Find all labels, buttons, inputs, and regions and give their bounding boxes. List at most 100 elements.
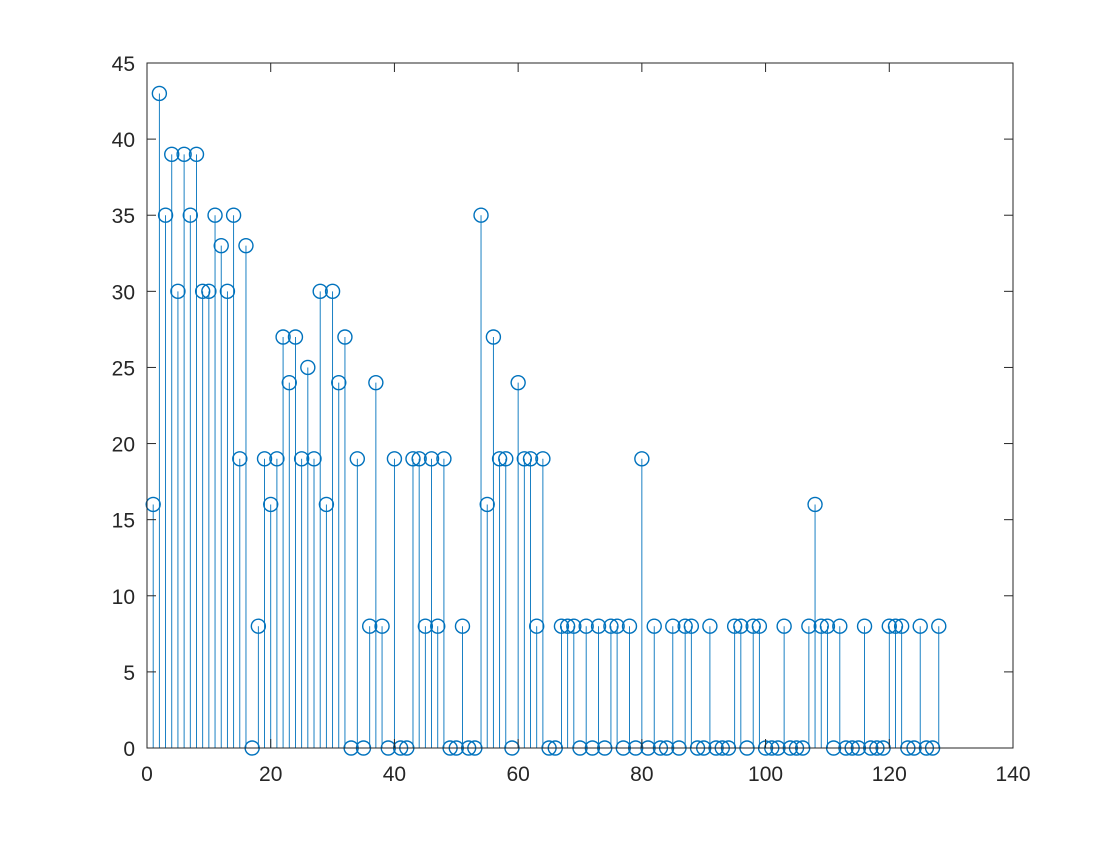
stem-marker — [331, 374, 347, 391]
stem-marker — [194, 283, 211, 300]
y-tick-label: 45 — [112, 53, 135, 76]
stem-marker — [145, 496, 161, 513]
stem-marker — [566, 618, 582, 634]
stem-marker — [807, 496, 823, 513]
y-tick-label: 0 — [123, 738, 135, 761]
stem-marker — [646, 618, 662, 634]
y-tick-label: 25 — [112, 357, 135, 380]
stem-marker — [819, 618, 836, 634]
stem-marker — [516, 451, 533, 467]
axes-box — [146, 62, 1014, 749]
x-tick-label: 60 — [506, 763, 529, 786]
stem-marker — [405, 451, 421, 467]
stem-marker — [473, 207, 489, 223]
stem-marker — [225, 207, 242, 223]
stem-marker — [430, 618, 446, 634]
stem-marker — [349, 451, 366, 467]
y-tick-label: 20 — [112, 434, 135, 457]
stem-marker — [232, 451, 248, 467]
stem-marker — [609, 618, 625, 634]
stem-marker — [269, 451, 285, 467]
stem-marker — [590, 618, 607, 634]
stem-marker — [275, 329, 291, 345]
y-tick-label: 10 — [112, 586, 135, 609]
stem-marker — [881, 618, 897, 634]
x-tick-label: 140 — [995, 763, 1030, 786]
stem-marker — [931, 618, 947, 634]
stem-marker — [813, 618, 829, 634]
stem-marker — [485, 329, 502, 345]
stem-marker — [423, 451, 440, 467]
stem-marker — [529, 618, 545, 634]
stem-marker — [306, 451, 322, 467]
stem-marker — [361, 618, 378, 634]
stem-marker — [411, 451, 427, 467]
stem-marker — [436, 451, 452, 467]
y-tick-label: 15 — [112, 510, 135, 533]
stem-marker — [337, 329, 353, 345]
stem-marker — [634, 451, 650, 467]
stem-marker — [491, 451, 508, 467]
stem-marker — [164, 146, 180, 163]
stem-marker — [702, 618, 718, 634]
stem-marker — [733, 618, 749, 634]
stem-marker — [665, 618, 681, 634]
stem-marker — [912, 618, 928, 634]
stem-marker — [207, 207, 223, 223]
stem-marker — [238, 237, 254, 254]
stem-marker — [683, 618, 700, 634]
stem-marker — [256, 451, 273, 467]
stem-marker — [170, 283, 186, 300]
stem-marker — [182, 207, 199, 223]
stem-marker — [887, 618, 904, 634]
stem-marker — [386, 451, 403, 467]
y-tick-label: 30 — [112, 281, 135, 304]
stem-marker — [603, 618, 619, 634]
y-tick-label: 5 — [123, 662, 135, 685]
stem-marker — [176, 146, 192, 163]
stem-marker — [312, 283, 328, 300]
stem-marker — [726, 618, 743, 634]
x-tick-label: 120 — [872, 763, 907, 786]
stem-marker — [832, 618, 848, 634]
stem-marker — [776, 618, 792, 634]
stem-marker — [368, 374, 384, 391]
stem-marker — [856, 618, 873, 634]
stem-marker — [417, 618, 434, 634]
stem-marker — [522, 451, 539, 467]
stem-marker — [559, 618, 576, 634]
x-tick-label: 80 — [630, 763, 653, 786]
stem-marker — [157, 207, 174, 223]
x-tick-label: 40 — [383, 763, 406, 786]
x-tick-label: 100 — [748, 763, 783, 786]
stem-marker — [151, 85, 168, 102]
x-tick-label: 20 — [259, 763, 282, 786]
y-tick-label: 35 — [112, 205, 135, 228]
stem-marker — [479, 496, 495, 513]
stem-marker — [250, 618, 267, 634]
stem-marker — [219, 283, 236, 300]
stem-marker — [318, 496, 335, 513]
axis-tick-labels: 0 20 40 60 80 100 120 140 0 5 10 15 20 25 30 35 40 45 — [112, 53, 1031, 786]
stem-marker — [300, 359, 316, 376]
stem-marker — [281, 374, 297, 391]
stem-marker — [745, 618, 761, 634]
x-tick-label: 0 — [141, 763, 153, 786]
stem-marker — [293, 451, 310, 467]
stem-marker — [578, 618, 594, 634]
stem-marker — [188, 146, 205, 163]
stem-marker — [213, 237, 229, 254]
stem-marker — [201, 283, 217, 300]
stem-marker — [324, 283, 341, 300]
stem-marker — [801, 618, 817, 634]
stem-marker — [553, 618, 570, 634]
stem-marker — [374, 618, 390, 634]
stem-marker — [263, 496, 279, 513]
stem-marker — [677, 618, 693, 634]
stem-marker — [893, 618, 910, 634]
stem-marker — [535, 451, 551, 467]
stem-marker — [454, 618, 471, 634]
